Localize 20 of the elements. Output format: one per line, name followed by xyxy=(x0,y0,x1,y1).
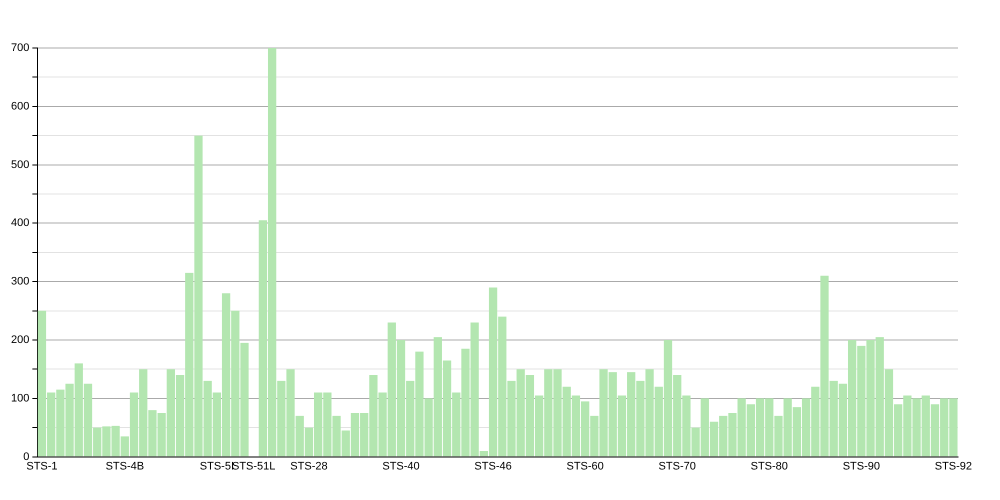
y-tick-label: 500 xyxy=(10,158,30,171)
y-tick-label: 400 xyxy=(10,217,30,230)
x-tick-label: STS-92 xyxy=(934,460,972,472)
y-tick-label: 600 xyxy=(10,100,30,112)
x-tick-label: STS-80 xyxy=(750,460,788,472)
x-tick-label: STS-51L xyxy=(232,460,276,472)
x-tick-label: STS-60 xyxy=(566,460,604,472)
x-tick-label: STS-40 xyxy=(382,460,420,472)
y-tick-label: 300 xyxy=(10,276,30,288)
y-tick-label: 200 xyxy=(10,334,30,346)
x-tick-label: STS-1 xyxy=(26,460,58,472)
x-tick-label: STS-28 xyxy=(290,460,328,472)
x-tick-label: STS-46 xyxy=(474,460,512,472)
x-tick-label: STS-90 xyxy=(842,460,880,472)
x-tick-label: STS-4B xyxy=(106,460,144,472)
y-tick-label: 0 xyxy=(23,450,30,463)
y-tick-label: 100 xyxy=(10,392,30,404)
y-tick-label: 700 xyxy=(10,42,30,54)
x-tick-label: STS-5I xyxy=(200,460,234,472)
x-tick-label: STS-70 xyxy=(658,460,696,472)
